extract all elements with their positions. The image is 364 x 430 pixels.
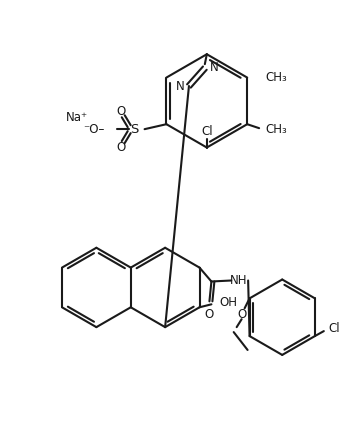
Text: Cl: Cl [329,322,340,335]
Text: O: O [116,141,125,154]
Text: CH₃: CH₃ [265,71,287,84]
Text: O: O [237,308,246,321]
Text: N: N [176,80,185,93]
Text: NH: NH [229,274,247,287]
Text: OH: OH [219,296,237,309]
Text: Na⁺: Na⁺ [66,111,88,124]
Text: ⁻O–: ⁻O– [83,123,105,135]
Text: CH₃: CH₃ [265,123,287,135]
Text: O: O [116,105,125,118]
Text: N: N [209,61,218,74]
Text: Cl: Cl [201,125,213,138]
Text: O: O [205,308,214,321]
Text: S: S [130,123,139,135]
